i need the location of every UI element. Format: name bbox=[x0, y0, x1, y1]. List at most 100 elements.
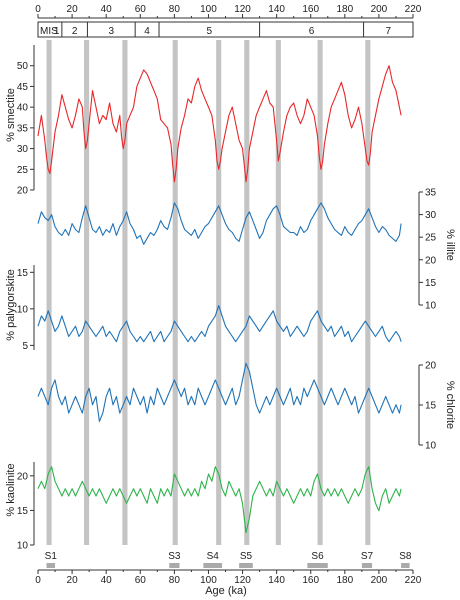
top-tick-label: 80 bbox=[169, 4, 181, 15]
sapropel-label: S5 bbox=[240, 551, 253, 562]
y-tick-label: 50 bbox=[17, 61, 29, 72]
sapropel-label: S7 bbox=[361, 551, 374, 562]
bottom-tick-label: 60 bbox=[135, 575, 147, 586]
top-tick-label: 0 bbox=[35, 4, 41, 15]
mis-stage-label: 2 bbox=[72, 26, 78, 37]
mis-box bbox=[37, 21, 414, 38]
sapropel-bar bbox=[239, 563, 253, 568]
gray-band bbox=[172, 40, 178, 545]
mis-stage-label: 6 bbox=[309, 26, 315, 37]
top-tick-label: 20 bbox=[67, 4, 79, 15]
y-tick-label: 15 bbox=[425, 278, 437, 289]
mis-stage-label: 1 bbox=[54, 26, 60, 37]
sapropel-label: S1 bbox=[45, 551, 58, 562]
top-tick-label: 200 bbox=[371, 4, 388, 15]
top-tick-label: 100 bbox=[200, 4, 217, 15]
sapropel-bar bbox=[307, 563, 328, 568]
gray-bands bbox=[46, 40, 371, 545]
y-tick-label: 10 bbox=[425, 301, 437, 312]
top-tick-label: 60 bbox=[135, 4, 147, 15]
bottom-tick-label: 20 bbox=[67, 575, 79, 586]
bottom-tick-label: 40 bbox=[101, 575, 113, 586]
top-tick-label: 120 bbox=[234, 4, 251, 15]
y-tick-label: 35 bbox=[425, 188, 437, 199]
bottom-tick-label: 100 bbox=[200, 575, 217, 586]
mis-stage-label: 7 bbox=[386, 26, 392, 37]
bottom-tick-label: 220 bbox=[405, 575, 422, 586]
sapropel-bar bbox=[46, 563, 56, 568]
bottom-tick-label: 160 bbox=[302, 575, 319, 586]
top-tick-label: 220 bbox=[405, 4, 422, 15]
panel-smectite: 20 25 30 35 40 45 50 % smectite bbox=[5, 45, 402, 197]
bottom-tick-label: 200 bbox=[371, 575, 388, 586]
sapropel-bar bbox=[361, 563, 373, 568]
mis-stage-label: 3 bbox=[109, 26, 115, 37]
series-line bbox=[37, 362, 402, 422]
bottom-tick-label: 180 bbox=[336, 575, 353, 586]
y-tick-label: 15 bbox=[17, 506, 29, 517]
gray-band bbox=[244, 40, 250, 545]
panel-palygorskite: 5 10 15% palygorskite bbox=[5, 265, 402, 352]
sapropel-label: S3 bbox=[168, 551, 181, 562]
series-line bbox=[37, 305, 402, 343]
y-tick-label: 35 bbox=[17, 123, 29, 134]
gray-band bbox=[216, 40, 222, 545]
panel-illite: 10 15 20 25 30 35 % illite bbox=[37, 188, 456, 312]
gray-band bbox=[46, 40, 52, 545]
panel-kaolinite: 10 15 20% kaolinite bbox=[5, 462, 402, 552]
y-tick-label: 20 bbox=[425, 255, 437, 266]
sapropel-markers: S1 S3 S4 S5 S6 S7 S8 bbox=[45, 551, 412, 568]
y-tick-label: 25 bbox=[425, 233, 437, 244]
y-tick-label: 15 bbox=[17, 268, 29, 279]
y-axis-label: % palygorskite bbox=[5, 269, 17, 341]
mis-label: MIS bbox=[40, 26, 58, 37]
top-tick-label: 40 bbox=[101, 4, 113, 15]
sapropel-label: S8 bbox=[399, 551, 412, 562]
y-tick-label: 30 bbox=[425, 210, 437, 221]
sapropel-label: S6 bbox=[311, 551, 324, 562]
series-line bbox=[37, 65, 402, 183]
y-tick-label: 20 bbox=[17, 186, 29, 197]
y-tick-label: 40 bbox=[17, 103, 29, 114]
gray-band bbox=[365, 40, 371, 545]
mineral-panels: 20 25 30 35 40 45 50 % smectite 10 15 20 25 30 35 % il… bbox=[5, 45, 456, 552]
top-tick-label: 160 bbox=[302, 4, 319, 15]
y-tick-label: 5 bbox=[22, 341, 28, 352]
series-line bbox=[37, 466, 402, 534]
gray-band bbox=[275, 40, 281, 545]
y-tick-label: 15 bbox=[425, 401, 437, 412]
sapropel-bar bbox=[169, 563, 180, 568]
gray-band bbox=[317, 40, 323, 545]
top-age-axis: 0 20 40 60 80 100 120 140 160 180 200 220 bbox=[35, 4, 422, 19]
series-line bbox=[37, 202, 402, 245]
y-tick-label: 10 bbox=[17, 541, 29, 552]
bottom-tick-label: 80 bbox=[169, 575, 181, 586]
bottom-tick-label: 0 bbox=[35, 575, 41, 586]
y-axis-label: % illite bbox=[444, 229, 456, 261]
bottom-age-axis: 0 20 40 60 80 100 120 140 160 180 200 220 bbox=[35, 569, 422, 586]
top-tick-label: 140 bbox=[268, 4, 285, 15]
mis-stage-label: 4 bbox=[144, 26, 150, 37]
x-axis-label: Age (ka) bbox=[205, 585, 247, 597]
sapropel-bar bbox=[401, 563, 410, 568]
y-tick-label: 45 bbox=[17, 82, 29, 93]
bottom-tick-label: 140 bbox=[268, 575, 285, 586]
y-tick-label: 30 bbox=[17, 144, 29, 155]
y-axis-label: % kaolinite bbox=[5, 463, 17, 516]
y-axis-label: % smectite bbox=[5, 88, 17, 142]
y-axis-label: % chlorite bbox=[444, 381, 456, 429]
y-tick-label: 20 bbox=[425, 361, 437, 372]
top-tick-label: 180 bbox=[336, 4, 353, 15]
bottom-tick-label: 120 bbox=[234, 575, 251, 586]
sapropel-bar bbox=[203, 563, 223, 568]
gray-band bbox=[122, 40, 128, 545]
sapropel-label: S4 bbox=[207, 551, 220, 562]
panel-chlorite: 10 15 20 % chlorite bbox=[37, 361, 456, 452]
gray-band bbox=[84, 40, 90, 545]
y-tick-label: 10 bbox=[17, 304, 29, 315]
y-tick-label: 25 bbox=[17, 165, 29, 176]
y-tick-label: 10 bbox=[425, 441, 437, 452]
y-tick-label: 20 bbox=[17, 471, 29, 482]
